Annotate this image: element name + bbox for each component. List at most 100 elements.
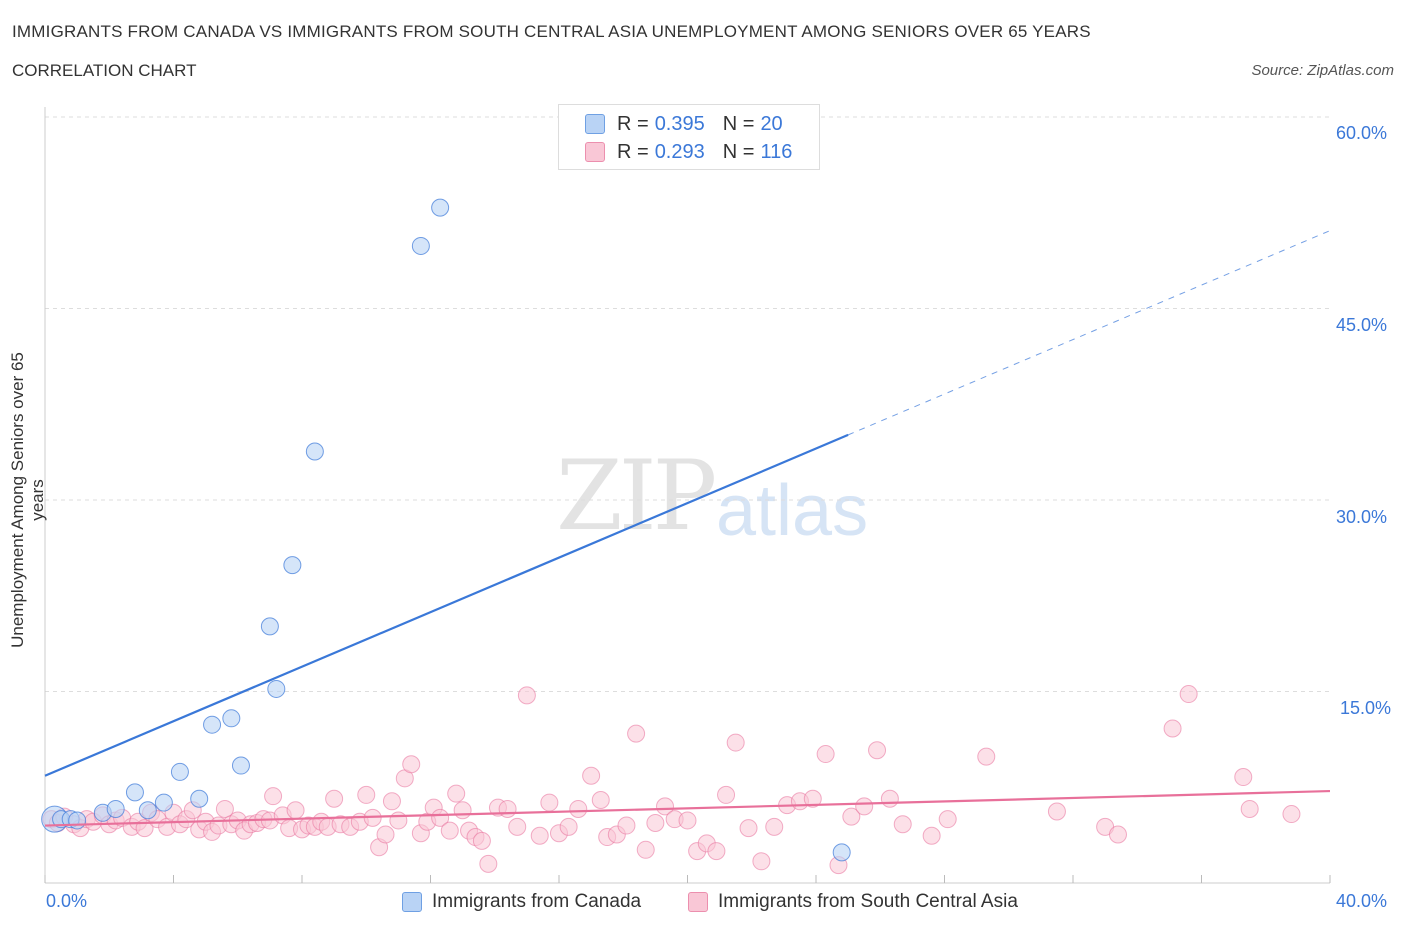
canada-legend-icon bbox=[402, 892, 422, 912]
asia-point bbox=[431, 808, 450, 827]
series-legend-asia: Immigrants from South Central Asia bbox=[688, 888, 1018, 916]
canada-trendline-extension bbox=[847, 230, 1331, 436]
canada-point bbox=[431, 198, 450, 217]
canada-point bbox=[267, 679, 286, 698]
asia-point bbox=[842, 807, 861, 826]
asia-point bbox=[922, 826, 941, 845]
asia-point bbox=[591, 791, 610, 810]
asia-point bbox=[264, 787, 283, 806]
asia-point bbox=[1047, 802, 1066, 821]
asia-point bbox=[977, 747, 996, 766]
asia-point bbox=[803, 789, 822, 808]
asia-point bbox=[765, 817, 784, 836]
y-tick-label-15: 15.0% bbox=[1340, 698, 1392, 718]
asia-point bbox=[636, 840, 655, 859]
canada-point bbox=[170, 762, 189, 781]
canada-point bbox=[832, 843, 851, 862]
canada-point bbox=[283, 556, 302, 575]
y-tick-label-45: 45.0% bbox=[1336, 315, 1388, 335]
asia-point bbox=[447, 784, 466, 803]
watermark-zip: ZIP bbox=[556, 440, 717, 552]
asia-point bbox=[717, 785, 736, 804]
asia-point bbox=[540, 793, 559, 812]
asia-point bbox=[530, 826, 549, 845]
asia-point bbox=[938, 810, 957, 829]
canada-n-value: 20 bbox=[760, 112, 783, 135]
asia-point bbox=[569, 799, 588, 818]
asia-point bbox=[646, 813, 665, 832]
asia-point bbox=[739, 819, 758, 838]
asia-point bbox=[479, 854, 498, 873]
asia-point bbox=[582, 766, 601, 785]
canada-point bbox=[260, 617, 279, 636]
asia-point bbox=[816, 745, 835, 764]
asia-point bbox=[559, 817, 578, 836]
asia-point bbox=[868, 741, 887, 760]
asia-point bbox=[1179, 685, 1198, 704]
canada-point bbox=[154, 793, 173, 812]
asia-point bbox=[752, 852, 771, 871]
canada-trendline bbox=[44, 433, 849, 777]
asia-point bbox=[617, 816, 636, 835]
asia-point bbox=[402, 755, 421, 774]
asia-point bbox=[627, 724, 646, 743]
correlation-legend: R = 0.395 N = 20 R = 0.293 N = 116 bbox=[558, 104, 820, 170]
y-tick-label-30: 30.0% bbox=[1336, 507, 1388, 527]
asia-r-value: 0.293 bbox=[654, 140, 705, 163]
asia-n-label: N = bbox=[722, 140, 755, 163]
asia-point bbox=[517, 686, 536, 705]
watermark-atlas: atlas bbox=[716, 471, 869, 551]
canada-point bbox=[305, 442, 324, 461]
canada-point bbox=[222, 709, 241, 728]
asia-swatch-icon bbox=[585, 142, 605, 162]
asia-point bbox=[1282, 805, 1301, 824]
legend-row-canada: R = 0.395 N = 20 bbox=[585, 110, 783, 138]
canada-legend-label: Immigrants from Canada bbox=[432, 891, 642, 912]
canada-r-label: R = bbox=[617, 112, 649, 135]
asia-point bbox=[707, 842, 726, 861]
asia-point bbox=[389, 811, 408, 830]
asia-point bbox=[1108, 825, 1127, 844]
canada-point bbox=[231, 756, 250, 775]
canada-point bbox=[190, 789, 209, 808]
asia-point bbox=[215, 799, 234, 818]
asia-point bbox=[880, 789, 899, 808]
canada-point bbox=[125, 783, 144, 802]
asia-point bbox=[678, 811, 697, 830]
asia-point bbox=[376, 825, 395, 844]
asia-point bbox=[1163, 719, 1182, 738]
asia-point bbox=[508, 817, 527, 836]
asia-point bbox=[286, 801, 305, 820]
asia-point bbox=[855, 797, 874, 816]
asia-point bbox=[1234, 768, 1253, 787]
chart-subtitle: CORRELATION CHART bbox=[12, 61, 197, 80]
asia-point bbox=[498, 799, 517, 818]
chart-source: Source: ZipAtlas.com bbox=[1251, 62, 1394, 79]
asia-n-value: 116 bbox=[760, 140, 793, 163]
canada-point bbox=[138, 801, 157, 820]
canada-point bbox=[411, 236, 430, 255]
asia-legend-label: Immigrants from South Central Asia bbox=[718, 891, 1018, 912]
asia-trendline bbox=[44, 789, 1331, 827]
asia-point bbox=[893, 815, 912, 834]
legend-row-asia: R = 0.293 N = 116 bbox=[585, 138, 792, 166]
asia-point bbox=[1240, 799, 1259, 818]
asia-point bbox=[656, 797, 675, 816]
asia-point bbox=[357, 785, 376, 804]
asia-point bbox=[325, 789, 344, 808]
x-tick-label-min: 0.0% bbox=[46, 891, 88, 911]
canada-point bbox=[203, 715, 222, 734]
canada-swatch-icon bbox=[585, 114, 605, 134]
chart-title: IMMIGRANTS FROM CANADA VS IMMIGRANTS FRO… bbox=[12, 22, 1091, 41]
asia-point bbox=[472, 831, 491, 850]
asia-point bbox=[382, 792, 401, 811]
asia-r-label: R = bbox=[617, 140, 649, 163]
canada-point bbox=[68, 811, 87, 830]
asia-point bbox=[726, 733, 745, 752]
y-axis-label: Unemployment Among Seniors over 65 years bbox=[8, 352, 47, 648]
asia-point bbox=[440, 821, 459, 840]
series-legend-canada: Immigrants from Canada bbox=[402, 888, 641, 916]
canada-n-label: N = bbox=[722, 112, 755, 135]
x-tick-label-max: 40.0% bbox=[1336, 891, 1388, 911]
